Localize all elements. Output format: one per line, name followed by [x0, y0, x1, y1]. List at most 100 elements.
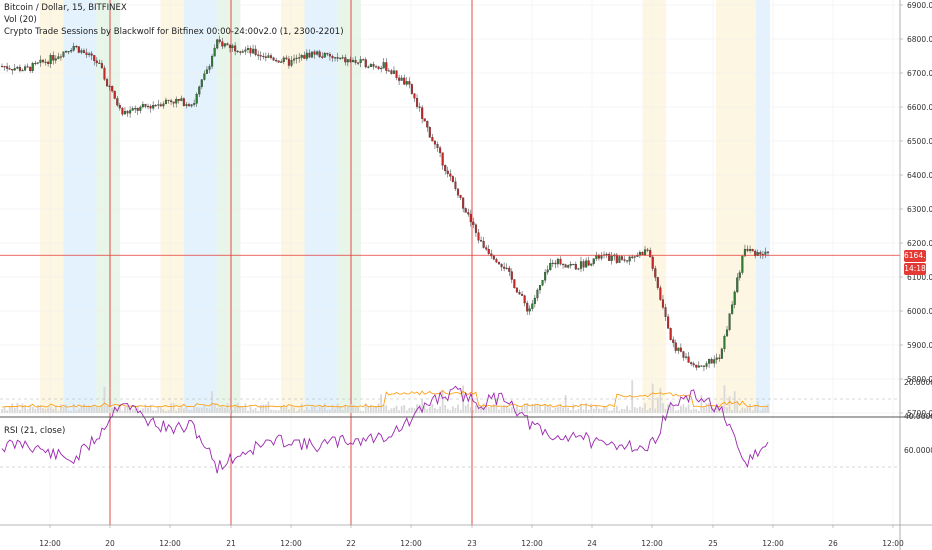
candle-body	[651, 256, 654, 269]
session-block	[716, 0, 756, 413]
candle-body	[541, 280, 544, 286]
volume-bar	[679, 406, 682, 413]
volume-bar	[656, 397, 659, 413]
candle-body	[177, 99, 180, 101]
volume-bar	[282, 405, 285, 413]
volume-bar	[674, 410, 677, 413]
volume-bar	[428, 406, 431, 413]
candle-body	[456, 188, 460, 196]
candle-body	[182, 98, 185, 107]
candle-body	[90, 53, 93, 56]
candle-body	[579, 261, 583, 269]
session-block	[304, 0, 338, 413]
candle-body	[705, 363, 708, 367]
candle-body	[615, 254, 618, 263]
volume-bar	[321, 407, 324, 413]
candle-body	[451, 176, 454, 182]
volume-bar	[592, 408, 595, 413]
indicator-legend[interactable]: Crypto Trade Sessions by Blackwolf for B…	[4, 27, 344, 37]
volume-bar	[257, 410, 260, 413]
volume-bar	[498, 409, 500, 413]
volume-bar	[444, 404, 447, 413]
candle-body	[582, 261, 585, 268]
volume-bar	[749, 404, 751, 413]
volume-bar	[234, 405, 237, 413]
volume-legend[interactable]: Vol (20)	[4, 15, 37, 25]
candle-body	[98, 62, 101, 64]
volume-bar	[426, 409, 429, 413]
candle-body	[172, 101, 175, 104]
symbol-title[interactable]: Bitcoin / Dollar, 15, BITFINEX	[4, 3, 127, 13]
candle-body	[269, 55, 273, 58]
candle-body	[538, 285, 542, 291]
candle-body	[144, 104, 147, 107]
volume-bar	[659, 387, 662, 413]
candle-body	[126, 111, 129, 114]
candle-body	[64, 51, 68, 53]
candle-body	[305, 52, 308, 59]
candle-body	[44, 61, 47, 63]
volume-bar	[142, 408, 144, 413]
volume-bar	[490, 405, 493, 413]
volume-bar	[231, 410, 234, 413]
volume-bar	[54, 405, 57, 413]
candle-body	[628, 256, 631, 262]
volume-bar	[264, 404, 267, 413]
volume-bar	[364, 403, 367, 413]
volume-bar	[346, 406, 349, 413]
volume-bar	[621, 408, 623, 413]
volume-bar	[90, 405, 93, 413]
candle-body	[159, 104, 162, 107]
volume-bar	[475, 405, 477, 413]
volume-bar	[528, 410, 531, 413]
candle-body	[18, 66, 21, 71]
candle-body	[672, 339, 675, 343]
candle-body	[505, 267, 508, 269]
candle-body	[377, 66, 380, 69]
rsi-legend[interactable]: RSI (21, close)	[4, 426, 66, 436]
candle-body	[392, 70, 396, 74]
candle-body	[72, 46, 75, 51]
volume-bar	[188, 409, 190, 413]
candle-body	[433, 140, 437, 145]
volume-bar	[85, 407, 88, 413]
volume-bar	[305, 406, 308, 413]
candle-body	[513, 279, 516, 289]
volume-bar	[295, 410, 298, 413]
candle-body	[577, 268, 580, 270]
candle-body	[364, 59, 367, 68]
candle-body	[459, 195, 462, 198]
price-candles	[0, 35, 770, 372]
volume-bar	[136, 406, 139, 413]
candle-body	[351, 59, 355, 63]
volume-bar	[159, 407, 162, 413]
candle-body	[385, 62, 388, 71]
volume-bar	[651, 383, 654, 413]
candle-body	[88, 53, 91, 55]
day-separators	[109, 0, 473, 525]
volume-bar	[259, 404, 262, 413]
candle-body	[731, 304, 734, 314]
candle-body	[226, 43, 229, 46]
candle-body	[333, 57, 337, 59]
volume-bar	[421, 399, 424, 413]
volume-bar	[75, 410, 78, 413]
time-tick-label: 12:00	[641, 539, 663, 548]
time-tick-label: 23	[467, 539, 477, 548]
volume-bar	[454, 408, 457, 413]
volume-bar	[21, 403, 24, 413]
volume-bar	[359, 410, 362, 413]
candle-body	[536, 289, 539, 299]
volume-bar	[111, 407, 114, 413]
volume-bar	[147, 407, 149, 413]
candle-body	[221, 41, 224, 47]
volume-bar	[610, 410, 613, 413]
candle-body	[695, 364, 698, 368]
candle-body	[244, 49, 247, 52]
volume-bar	[47, 407, 50, 413]
price-tick-label: 6900.0	[907, 1, 932, 10]
candle-body	[585, 260, 588, 268]
volume-bar	[149, 404, 152, 413]
volume-bar	[334, 408, 336, 413]
